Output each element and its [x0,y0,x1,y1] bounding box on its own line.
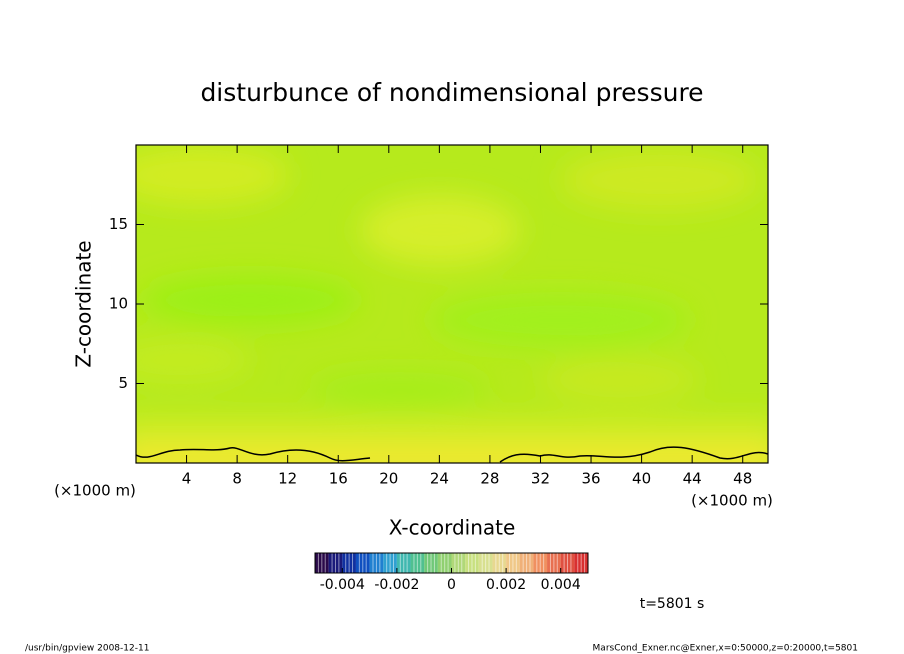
x-tick-label: 16 [329,470,348,488]
colorbar-tick-label: -0.004 [320,577,365,593]
x-tick-label: 48 [733,470,752,488]
contour-field [136,145,768,463]
x-tick-label: 32 [531,470,550,488]
x-tick-label: 12 [278,470,297,488]
colorbar-tick-label: -0.002 [374,577,419,593]
y-axis-label: Z-coordinate [72,240,96,367]
colorbar-tick-label: 0.004 [541,577,581,593]
colorbar-tick-label: 0 [447,577,456,593]
x-tick-label: 36 [581,470,600,488]
colorbar-tick-label: 0.002 [486,577,526,593]
y-tick-label: 15 [109,215,128,233]
y-tick-label: 10 [109,295,128,313]
time-label: t=5801 s [640,596,705,612]
chart-title: disturbunce of nondimensional pressure [200,78,703,107]
footer-right: MarsCond_Exner.nc@Exner,x=0:50000,z=0:20… [593,644,858,654]
x-tick-label: 44 [683,470,702,488]
x-tick-label: 4 [182,470,192,488]
x-unit-left: (×1000 m) [54,482,136,500]
x-tick-label: 28 [480,470,499,488]
x-axis-label: X-coordinate [389,516,516,540]
x-tick-label: 24 [430,470,449,488]
y-tick-label: 5 [118,374,128,392]
x-tick-label: 20 [379,470,398,488]
x-tick-label: 40 [632,470,651,488]
footer-left: /usr/bin/gpview 2008-12-11 [25,644,149,654]
x-unit-right: (×1000 m) [691,492,773,510]
x-tick-label: 8 [232,470,242,488]
